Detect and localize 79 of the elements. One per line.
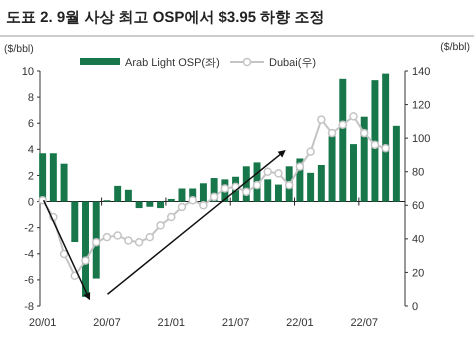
bar	[124, 190, 132, 202]
chart-title: 도표 2. 9월 사상 최고 OSP에서 $3.95 하향 조정	[6, 9, 324, 26]
bar	[146, 202, 154, 207]
point	[242, 188, 251, 196]
point	[338, 120, 348, 129]
x-tick-label: 20/07	[93, 317, 121, 329]
point	[274, 169, 283, 178]
y2-tick-label: 80	[412, 166, 424, 179]
y-tick-label: -2	[24, 222, 34, 235]
legend-label: Arab Light OSP(좌)	[125, 56, 220, 69]
bar	[136, 202, 143, 208]
point	[210, 192, 218, 202]
y2-tick-label: 120	[412, 99, 430, 112]
point	[146, 232, 154, 242]
legend-label: Dubai(우)	[269, 56, 316, 69]
y2-tick-label: 0	[412, 300, 418, 313]
point	[317, 115, 326, 124]
bar	[178, 188, 186, 202]
x-tick-label: 22/01	[286, 317, 314, 329]
y2-tick-label: 60	[412, 200, 424, 212]
bar	[264, 179, 272, 202]
point	[156, 221, 165, 230]
point	[370, 140, 380, 150]
y2-tick-label: 20	[412, 267, 424, 280]
y-tick-label: 10	[22, 66, 34, 78]
bar	[318, 165, 325, 202]
point	[328, 128, 336, 138]
y-tick-label: 8	[28, 92, 34, 104]
y-tick-label: -6	[24, 274, 34, 287]
bar	[200, 183, 207, 202]
point	[306, 147, 315, 156]
x-tick-label: 21/07	[222, 317, 250, 329]
bar	[392, 126, 400, 202]
bar	[157, 202, 164, 208]
point	[102, 232, 112, 242]
y-tick-label: 0	[28, 196, 34, 208]
x-tick-label: 20/01	[28, 317, 56, 329]
point	[188, 196, 197, 204]
bar	[382, 74, 390, 202]
bar	[307, 172, 314, 202]
bar	[71, 202, 78, 242]
y-tick-label: 2	[28, 170, 34, 182]
y2-axis-title: ($/bbl)	[440, 41, 470, 53]
point	[252, 180, 262, 190]
x-tick-label: 22/07	[350, 317, 378, 329]
bar	[50, 153, 57, 202]
point	[220, 184, 230, 193]
point	[92, 238, 100, 246]
point	[124, 236, 133, 245]
point	[134, 238, 144, 246]
point	[70, 272, 80, 280]
point	[60, 250, 68, 258]
bar	[60, 164, 68, 202]
y2-tick-label: 140	[412, 66, 430, 78]
bar	[339, 78, 346, 202]
point	[178, 202, 186, 212]
bar	[328, 136, 336, 202]
x-tick-label: 21/01	[157, 317, 186, 329]
y-tick-label: 6	[28, 118, 34, 130]
bar	[274, 184, 282, 202]
point	[296, 162, 304, 171]
point	[284, 180, 294, 190]
point	[381, 144, 390, 152]
point	[113, 231, 122, 240]
y2-tick-label: 40	[412, 234, 424, 246]
y-tick-label: -4	[24, 248, 34, 261]
y2-tick-label: 100	[412, 132, 430, 145]
y-tick-label: 4	[28, 144, 34, 156]
point	[81, 256, 90, 265]
point	[199, 201, 208, 210]
bar	[114, 186, 122, 202]
y-axis-title: ($/bbl)	[4, 43, 34, 55]
point	[349, 112, 358, 121]
bar	[371, 80, 378, 202]
point	[263, 167, 272, 176]
bar	[350, 144, 357, 202]
point	[360, 128, 368, 138]
point	[167, 212, 176, 222]
y-tick-label: -8	[24, 300, 34, 313]
